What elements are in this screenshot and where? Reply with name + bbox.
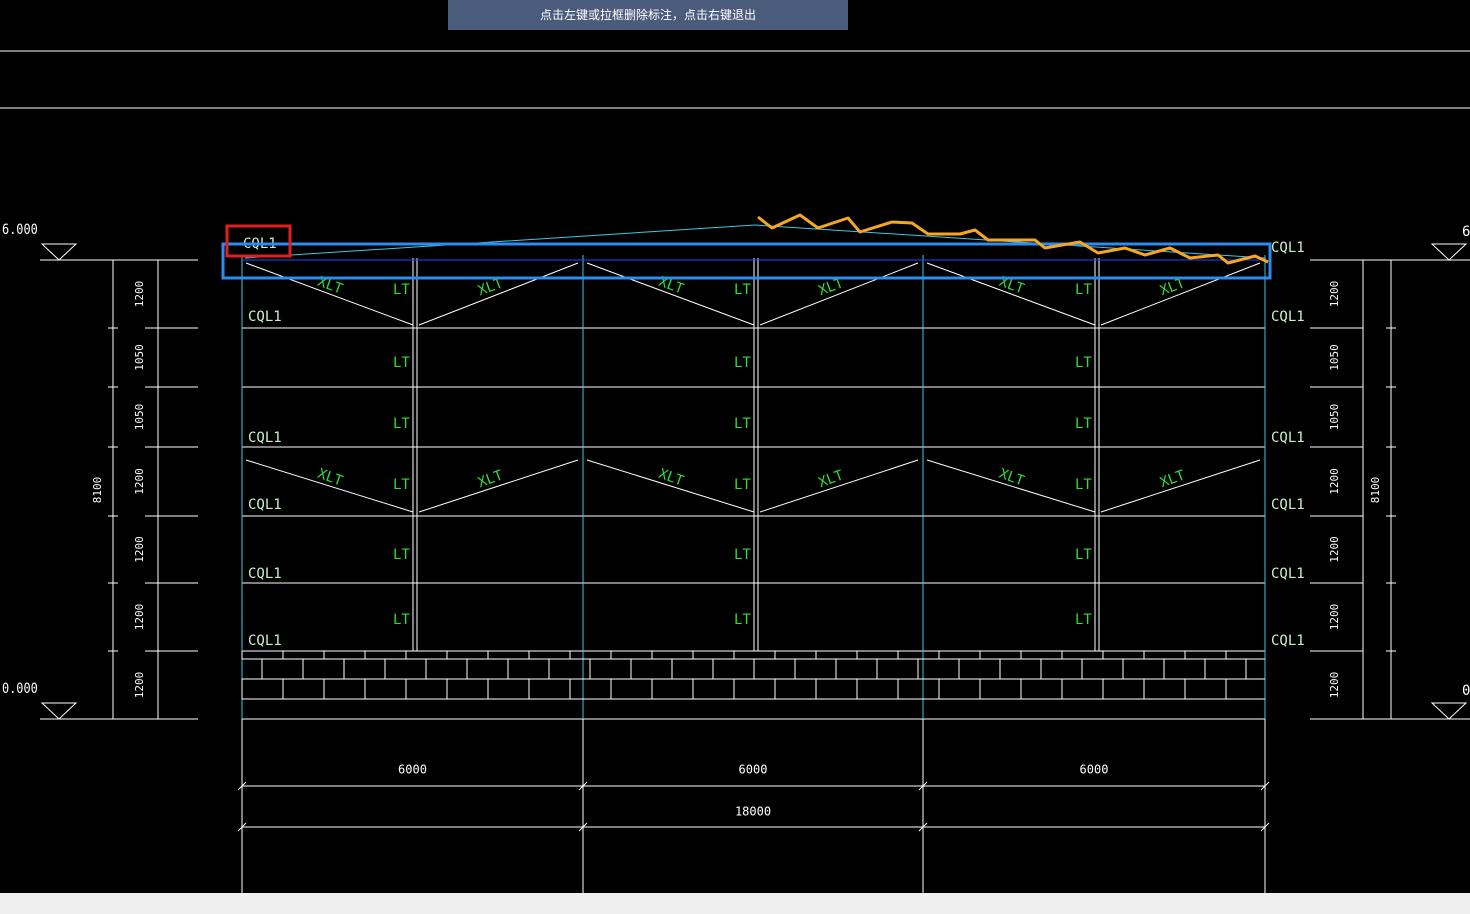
label: 1200 bbox=[133, 281, 146, 308]
label: LT bbox=[734, 477, 751, 493]
label: 18000 bbox=[735, 805, 771, 819]
label: 0.000 bbox=[1462, 683, 1470, 699]
label: CQL1 bbox=[248, 633, 282, 649]
label: 1050 bbox=[133, 344, 146, 371]
label: CQL1 bbox=[248, 566, 282, 582]
label: 1200 bbox=[1328, 604, 1341, 631]
line bbox=[578, 781, 588, 791]
line bbox=[237, 822, 247, 832]
line bbox=[918, 781, 928, 791]
selection-box bbox=[221, 242, 1272, 280]
highlight-box bbox=[225, 224, 292, 258]
label: 8100 bbox=[91, 477, 104, 504]
label: XLT bbox=[656, 466, 686, 490]
line bbox=[237, 781, 247, 791]
elevation-mark bbox=[1430, 702, 1468, 720]
label: CQL1 bbox=[1271, 566, 1305, 582]
label: CQL1 bbox=[1271, 633, 1305, 649]
label: LT bbox=[393, 612, 410, 628]
label: XLT bbox=[816, 467, 846, 491]
label: 6000 bbox=[1080, 763, 1109, 777]
label: 6.000 bbox=[2, 222, 38, 238]
label: 1200 bbox=[133, 536, 146, 563]
label: CQL1 bbox=[248, 309, 282, 325]
label: 1200 bbox=[1328, 672, 1341, 699]
label: 6.000 bbox=[1462, 224, 1470, 240]
label: LT bbox=[734, 416, 751, 432]
elevation-mark bbox=[1430, 243, 1468, 261]
label: CQL1 bbox=[1271, 309, 1305, 325]
label: XLT bbox=[476, 467, 506, 491]
label: 8100 bbox=[1369, 477, 1382, 504]
freehand-mark bbox=[757, 213, 1269, 265]
label: 1200 bbox=[133, 672, 146, 699]
label: LT bbox=[393, 477, 410, 493]
label: LT bbox=[734, 355, 751, 371]
label: 1200 bbox=[133, 468, 146, 495]
label: LT bbox=[393, 282, 410, 298]
label: LT bbox=[393, 416, 410, 432]
line bbox=[918, 822, 928, 832]
label: LT bbox=[1075, 547, 1092, 563]
elevation-mark bbox=[40, 702, 78, 720]
label: LT bbox=[1075, 612, 1092, 628]
label: CQL1 bbox=[248, 497, 282, 513]
line bbox=[578, 822, 588, 832]
label: LT bbox=[734, 282, 751, 298]
label: 1200 bbox=[1328, 281, 1341, 308]
line bbox=[1260, 822, 1270, 832]
label: LT bbox=[1075, 416, 1092, 432]
label: CQL1 bbox=[248, 430, 282, 446]
label: LT bbox=[393, 547, 410, 563]
label: CQL1 bbox=[1271, 240, 1305, 256]
line bbox=[926, 459, 1096, 513]
label: 6000 bbox=[739, 763, 768, 777]
label: XLT bbox=[315, 466, 345, 490]
line bbox=[245, 262, 414, 326]
label: CQL1 bbox=[1271, 430, 1305, 446]
label: 1050 bbox=[133, 404, 146, 431]
line bbox=[586, 262, 755, 326]
label: 1200 bbox=[133, 604, 146, 631]
line bbox=[245, 459, 414, 513]
label: LT bbox=[734, 612, 751, 628]
toolbar-message: 点击左键或拉框删除标注，点击右键退出 bbox=[448, 0, 848, 30]
label: 1050 bbox=[1328, 404, 1341, 431]
label: LT bbox=[734, 547, 751, 563]
label: CQL1 bbox=[1271, 497, 1305, 513]
elevation-mark bbox=[40, 243, 78, 261]
line bbox=[759, 262, 919, 326]
label: 6000 bbox=[398, 763, 427, 777]
line bbox=[1260, 781, 1270, 791]
label: 1200 bbox=[1328, 468, 1341, 495]
line bbox=[1100, 262, 1261, 326]
label: LT bbox=[1075, 477, 1092, 493]
label: LT bbox=[393, 355, 410, 371]
line bbox=[418, 459, 579, 513]
label: LT bbox=[1075, 355, 1092, 371]
label: XLT bbox=[997, 466, 1027, 490]
status-bar bbox=[0, 893, 1470, 914]
label: LT bbox=[1075, 282, 1092, 298]
label: 1050 bbox=[1328, 344, 1341, 371]
label: 0.000 bbox=[2, 681, 38, 697]
line bbox=[586, 459, 755, 513]
line bbox=[244, 224, 756, 259]
label: 1200 bbox=[1328, 536, 1341, 563]
line bbox=[926, 262, 1096, 326]
line bbox=[1100, 459, 1261, 513]
line bbox=[418, 262, 579, 326]
label: XLT bbox=[1158, 467, 1188, 491]
line bbox=[759, 459, 919, 513]
